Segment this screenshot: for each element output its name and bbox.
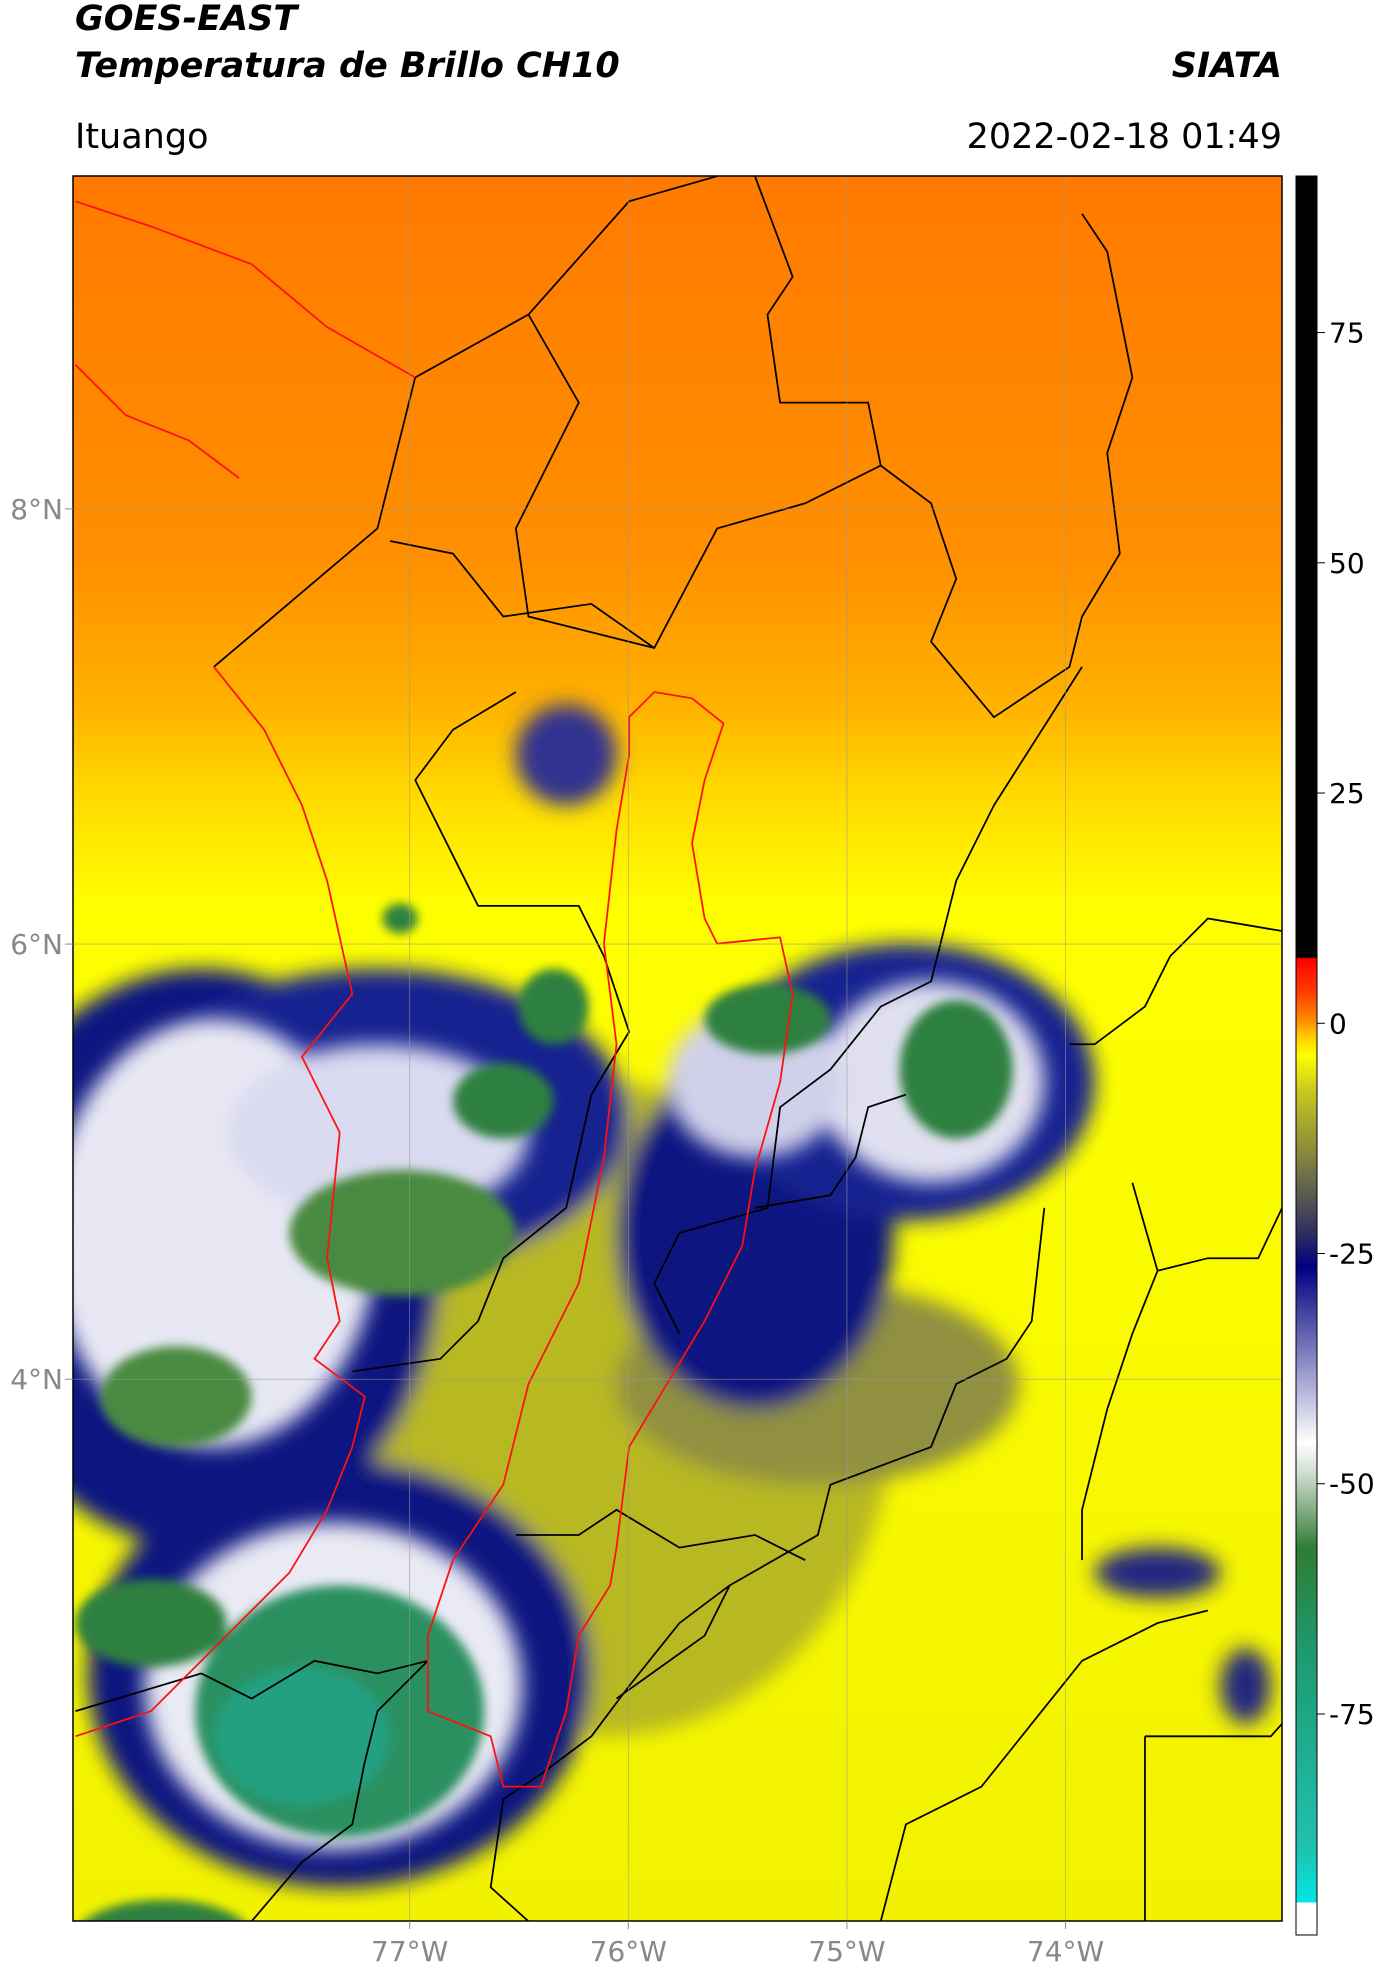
colorbar-tick-label: 25	[1329, 777, 1365, 810]
subtitle: Temperatura de Brillo CH10	[75, 46, 620, 86]
location: Ituango	[75, 117, 209, 157]
x-tick-label: 74°W	[1027, 1935, 1104, 1968]
brand: SIATA	[1172, 46, 1282, 86]
title: GOES-EAST	[75, 0, 300, 39]
y-tick-label: 6°N	[10, 928, 63, 961]
grid	[73, 176, 1282, 1921]
map-frame	[72, 175, 1283, 1922]
x-tick-label: 75°W	[808, 1935, 885, 1968]
colorbar-tick-label: 75	[1329, 317, 1365, 350]
y-tick-label: 8°N	[10, 493, 63, 526]
datetime: 2022-02-18 01:49	[967, 117, 1282, 157]
satellite-image	[73, 176, 1282, 1921]
y-tick-label: 4°N	[10, 1363, 63, 1396]
x-tick-label: 77°W	[371, 1935, 448, 1968]
colorbar-tick-label: -75	[1329, 1698, 1375, 1731]
colorbar-tick-label: -50	[1329, 1468, 1375, 1501]
colorbar	[1295, 175, 1318, 1936]
x-tick-label: 76°W	[590, 1935, 667, 1968]
colorbar-tick-label: -25	[1329, 1238, 1375, 1271]
colorbar-tick-label: 50	[1329, 547, 1365, 580]
colorbar-tick-label: 0	[1329, 1007, 1347, 1040]
